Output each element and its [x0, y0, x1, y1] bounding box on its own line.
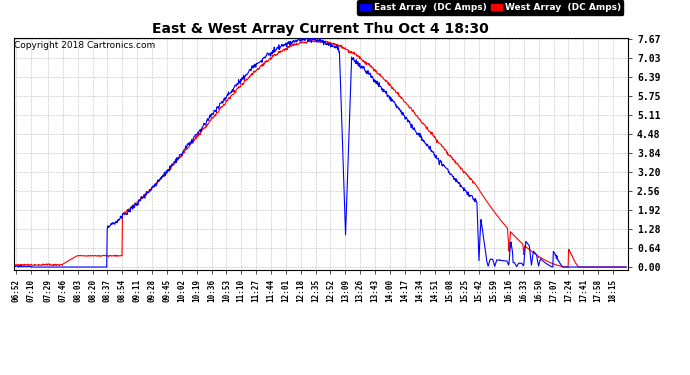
- Title: East & West Array Current Thu Oct 4 18:30: East & West Array Current Thu Oct 4 18:3…: [152, 22, 489, 36]
- Text: Copyright 2018 Cartronics.com: Copyright 2018 Cartronics.com: [14, 41, 155, 50]
- Legend: East Array  (DC Amps), West Array  (DC Amps): East Array (DC Amps), West Array (DC Amp…: [357, 0, 623, 15]
